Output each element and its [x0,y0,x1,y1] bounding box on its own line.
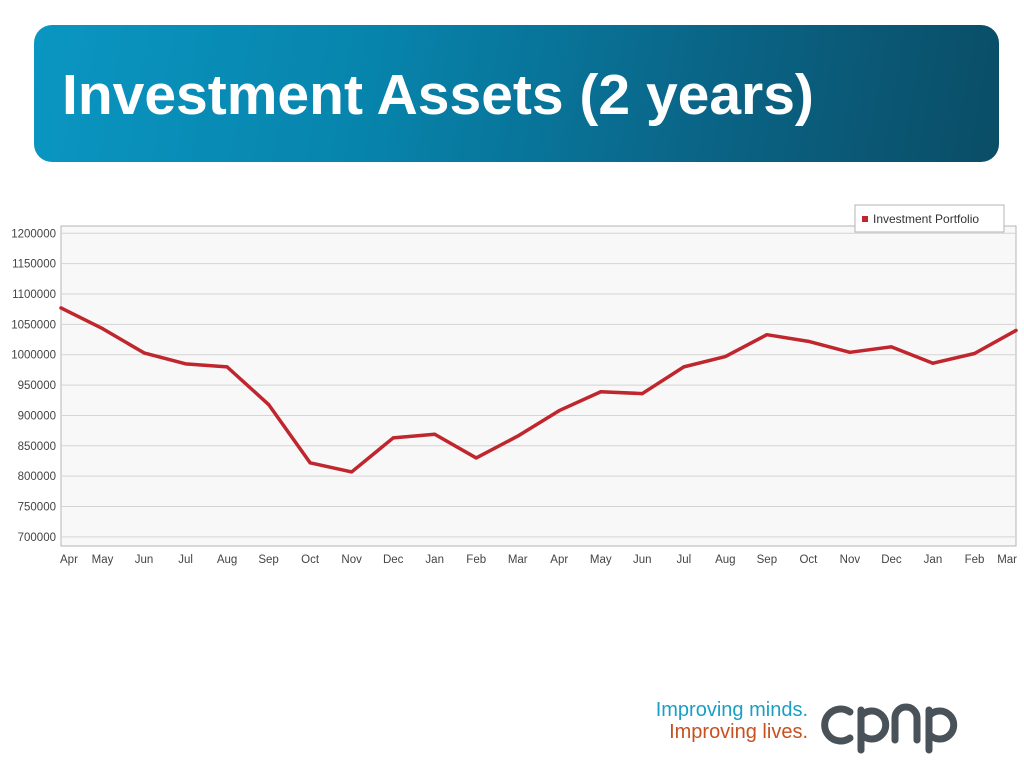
legend-box [854,204,1005,233]
data-point [889,345,894,349]
data-point [640,391,644,396]
x-tick-label: Dec [383,554,404,566]
data-point [142,351,146,355]
series-line-0 [59,306,1018,474]
x-tick-label: Jan [924,554,943,566]
plot-background [60,225,1017,547]
x-tick-label: Jun [633,554,652,566]
data-point [557,408,561,413]
x-tick-label: Jun [135,554,154,566]
y-tick-label: 800000 [18,471,56,483]
y-tick-label: 1200000 [11,228,56,240]
x-tick-label: Feb [965,554,985,566]
data-point [59,306,63,310]
data-point [225,365,229,369]
y-tick-label: 850000 [18,441,56,453]
data-point [183,362,188,366]
data-point [806,339,810,343]
data-point [350,470,354,474]
x-tick-label: Nov [341,554,362,566]
y-tick-label: 1050000 [11,319,56,331]
y-tick-label: 700000 [18,532,56,544]
x-tick-label: Dec [881,554,902,566]
data-point [682,365,686,369]
x-tick-label: May [590,554,612,566]
data-point [1014,328,1018,333]
y-tick-label: 1150000 [12,259,56,271]
x-tick-label: Aug [217,554,237,566]
x-tick-label: Jul [676,554,691,566]
data-point [599,390,603,394]
data-point [848,350,852,354]
x-tick-label: Nov [840,554,861,566]
data-point [765,333,769,337]
x-tick-label: Jan [425,554,444,566]
legend-swatch [862,216,868,222]
data-point [433,432,437,436]
data-point [474,456,478,460]
x-tick-label: Mar [508,554,528,566]
tagline-minds: Improving minds. [655,699,808,721]
x-tick-label: May [92,554,114,566]
x-tick-label: Oct [799,554,818,566]
title-banner: Investment Assets (2 years) [34,25,999,162]
data-point [100,327,105,331]
legend: Investment Portfolio [854,204,1005,233]
x-tick-label: Apr [550,554,568,566]
x-tick-label: Apr [60,554,78,566]
y-tick-label: 1100000 [12,289,56,301]
x-tick-label: Sep [757,554,777,566]
y-tick-label: 950000 [18,380,56,392]
data-point [308,461,312,465]
y-tick-label: 750000 [18,502,56,514]
data-point [391,436,395,440]
y-tick-label: 1000000 [11,350,56,362]
x-tick-label: Feb [466,554,486,566]
data-point [972,351,977,356]
tagline-lives: Improving lives. [669,721,808,743]
data-point [931,361,935,365]
legend-label: Investment Portfolio [873,212,979,226]
y-tick-label: 900000 [18,410,56,422]
cpnp-logo [821,703,958,754]
page-title: Investment Assets (2 years) [62,63,814,127]
data-point [516,434,520,438]
x-tick-label: Sep [258,554,278,566]
x-tick-label: Oct [301,554,320,566]
data-point [723,354,727,359]
data-point [267,402,271,407]
x-tick-label: Jul [178,554,193,566]
x-tick-label: Mar [997,554,1017,566]
x-tick-label: Aug [715,554,735,566]
investment-chart: 700000 750000 800000 850000 900000 950000 1000… [11,204,1018,566]
